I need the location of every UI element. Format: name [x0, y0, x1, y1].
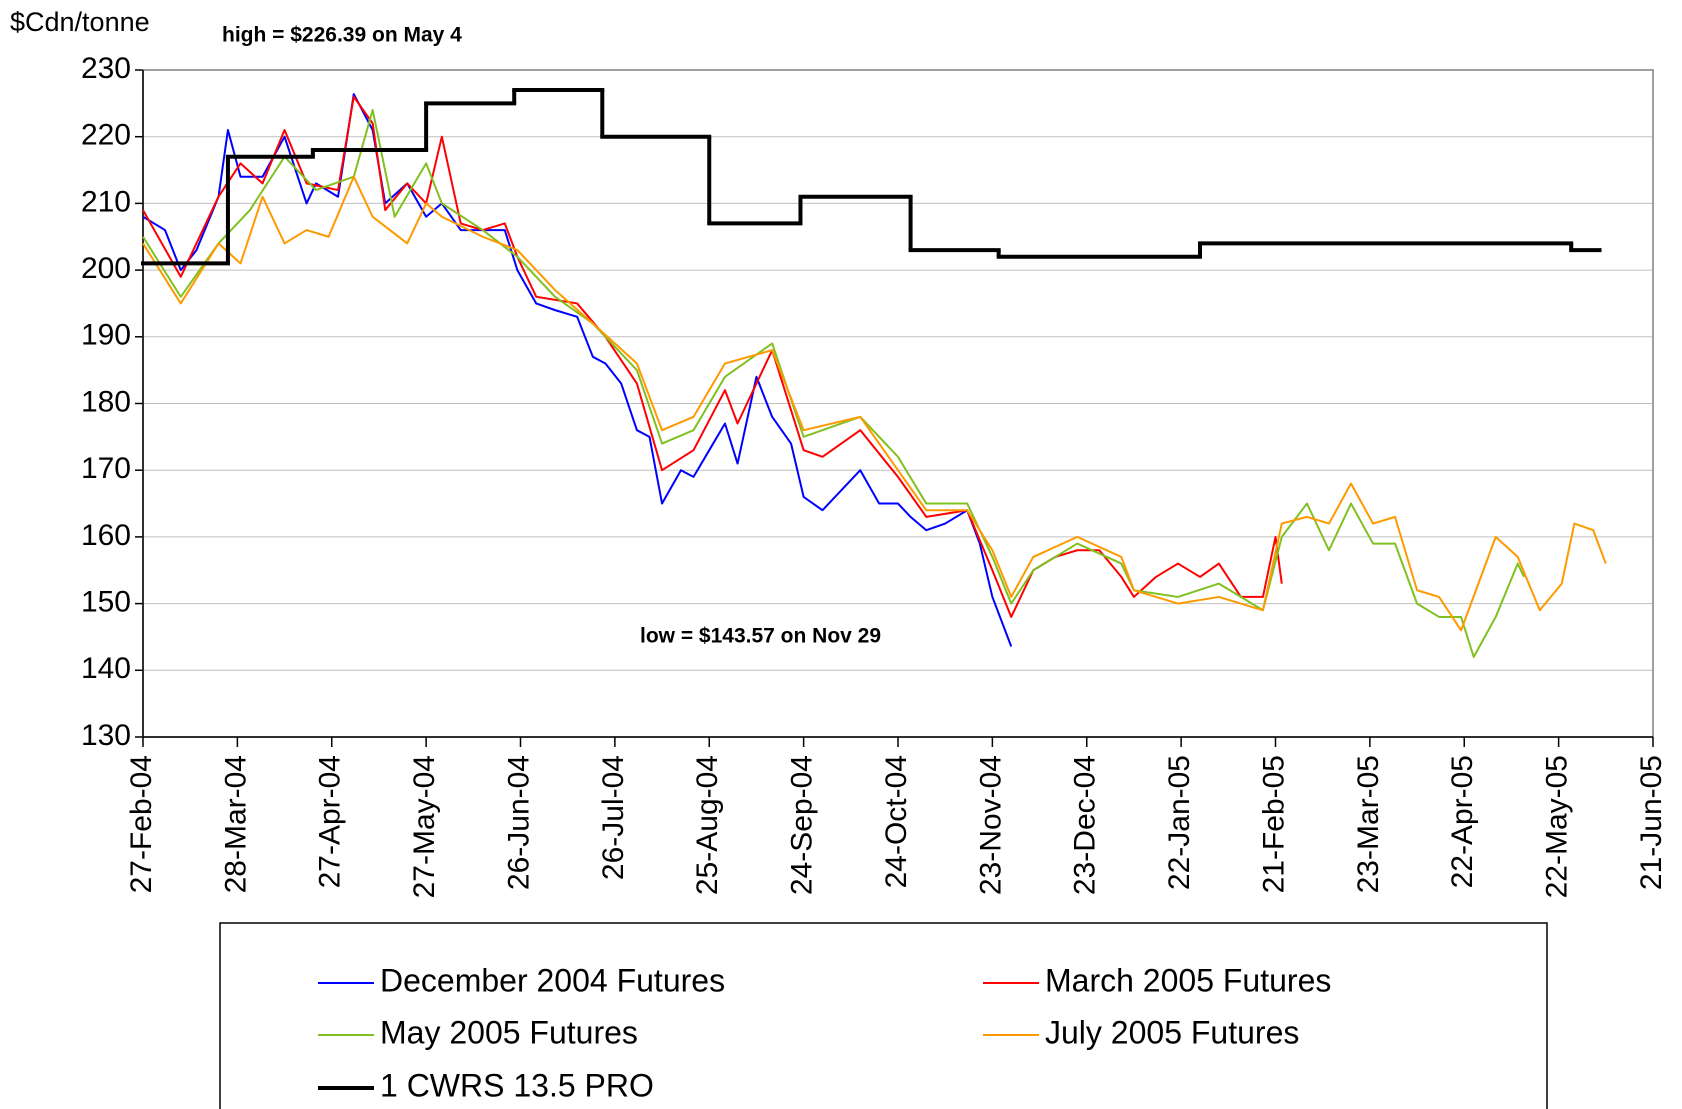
series-line — [142, 175, 1607, 632]
y-tick-label: 160 — [81, 519, 131, 552]
legend — [219, 922, 1548, 1109]
x-tick-label: 27-Feb-04 — [125, 755, 158, 893]
x-tick-label: 28-Mar-04 — [219, 755, 252, 893]
x-tick-label: 21-Feb-05 — [1257, 755, 1290, 893]
x-tick-label: 25-Aug-04 — [691, 755, 724, 895]
y-tick-label: 130 — [81, 719, 131, 752]
series-line — [142, 109, 1525, 658]
legend-label: December 2004 Futures — [380, 962, 725, 998]
x-tick-label: 22-Apr-05 — [1446, 755, 1479, 888]
y-tick-label: 150 — [81, 586, 131, 619]
y-axis-label: $Cdn/tonne — [10, 7, 150, 37]
series-line — [142, 95, 1283, 618]
legend-label: March 2005 Futures — [1045, 962, 1331, 998]
y-tick-label: 220 — [81, 119, 131, 152]
x-tick-label: 23-Mar-05 — [1352, 755, 1385, 893]
x-tick-label: 24-Oct-04 — [880, 755, 913, 888]
y-tick-label: 230 — [81, 52, 131, 85]
x-tick-label: 21-Jun-05 — [1635, 755, 1668, 890]
y-tick-label: 210 — [81, 185, 131, 218]
y-tick-label: 180 — [81, 385, 131, 418]
x-tick-label: 23-Dec-04 — [1069, 755, 1102, 895]
annotation: high = $226.39 on May 4 — [222, 24, 462, 47]
x-tick-label: 22-May-05 — [1541, 755, 1574, 898]
x-tick-label: 27-May-04 — [408, 755, 441, 898]
x-tick-label: 23-Nov-04 — [974, 755, 1007, 895]
legend-label: 1 CWRS 13.5 PRO — [380, 1067, 654, 1103]
series-line — [142, 93, 1013, 647]
x-tick-label: 26-Jun-04 — [502, 755, 535, 890]
y-tick-label: 170 — [81, 452, 131, 485]
legend-label: July 2005 Futures — [1045, 1014, 1299, 1050]
x-tick-label: 26-Jul-04 — [597, 755, 630, 880]
y-tick-label: 190 — [81, 319, 131, 352]
annotation: low = $143.57 on Nov 29 — [640, 625, 881, 648]
x-tick-label: 24-Sep-04 — [786, 755, 819, 895]
x-tick-label: 27-Apr-04 — [314, 755, 347, 888]
y-tick-label: 200 — [81, 252, 131, 285]
legend-label: May 2005 Futures — [380, 1014, 638, 1050]
x-tick-label: 22-Jan-05 — [1163, 755, 1196, 890]
y-tick-label: 140 — [81, 652, 131, 685]
